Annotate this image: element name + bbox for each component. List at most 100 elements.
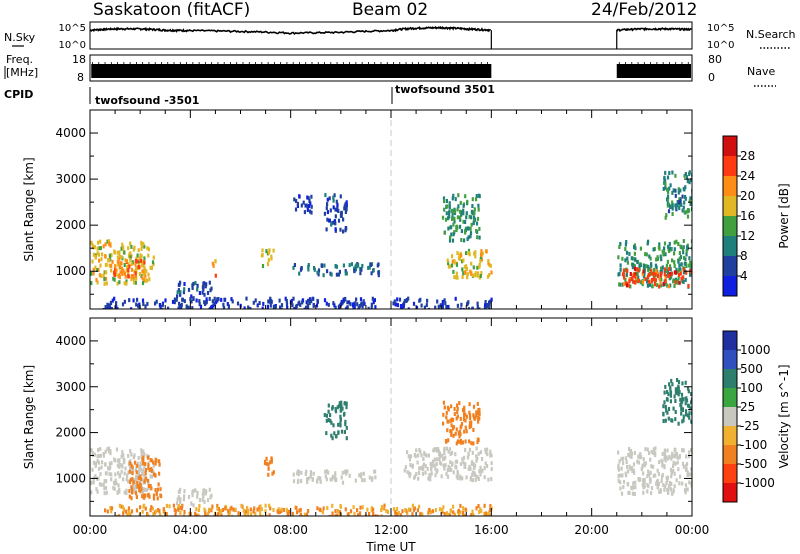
velocity-cell: [661, 472, 664, 477]
velocity-cell: [425, 453, 428, 458]
velocity-cell: [150, 458, 153, 463]
power-cell: [638, 278, 641, 283]
velocity-cell: [92, 460, 95, 465]
velocity-cell: [477, 504, 480, 508]
power-cell: [326, 217, 329, 222]
power-cell: [109, 243, 112, 248]
power-cell: [664, 178, 667, 183]
power-cell: [161, 307, 164, 309]
velocity-cell: [178, 489, 181, 494]
power-cell: [123, 250, 126, 255]
velocity-cell: [392, 507, 396, 512]
power-cell: [270, 254, 273, 259]
power-cell: [377, 270, 380, 275]
velocity-cell: [265, 456, 268, 461]
power-cell: [110, 263, 113, 268]
velocity-cell: [348, 473, 351, 478]
velocity-cell: [140, 448, 143, 453]
velocity-cell: [108, 466, 111, 471]
velocity-cell: [677, 467, 680, 472]
velocity-cell: [406, 470, 409, 475]
velocity-cell: [681, 461, 685, 466]
power-cell: [658, 276, 661, 281]
power-cell: [625, 283, 628, 288]
velocity-cell: [340, 475, 343, 480]
velocity-cell: [669, 399, 672, 404]
power-cell: [447, 216, 450, 221]
velocity-cell: [138, 476, 141, 481]
velocity-cell: [135, 495, 138, 500]
velocity-cell: [451, 450, 454, 455]
velocity-cell: [192, 503, 195, 508]
power-cell: [687, 283, 690, 288]
power-cell: [114, 250, 117, 255]
velocity-cell: [690, 400, 692, 405]
power-cell: [137, 303, 140, 308]
power-cell: [113, 271, 116, 276]
velocity-cell: [334, 514, 337, 516]
velocity-cell: [617, 450, 620, 455]
power-cell: [443, 199, 446, 204]
velocity-cell: [463, 464, 466, 469]
velocity-cell: [446, 468, 449, 473]
power-cbar-title: Power [dB]: [777, 183, 791, 248]
velocity-cell: [147, 463, 150, 468]
power-cell: [213, 296, 216, 301]
power-cell: [267, 250, 270, 255]
power-cell: [633, 274, 637, 279]
velocity-cell: [670, 482, 673, 486]
velocity-cell: [423, 452, 426, 457]
velocity-cell: [323, 413, 326, 417]
velocity-cell: [149, 474, 152, 479]
power-cell: [663, 180, 666, 185]
power-cell: [460, 253, 463, 258]
velocity-cell: [435, 462, 438, 466]
velocity-cell: [471, 509, 474, 514]
velocity-cell: [404, 508, 407, 512]
velocity-cell: [246, 506, 249, 510]
velocity-cell: [455, 427, 458, 432]
velocity-cell: [330, 433, 333, 438]
power-cell: [335, 199, 338, 204]
velocity-cell: [141, 457, 144, 462]
velocity-cell: [179, 510, 182, 515]
power-cell: [344, 210, 347, 214]
velocity-cell: [434, 508, 437, 513]
power-cell: [118, 264, 121, 268]
power-cell: [663, 272, 666, 277]
power-cell: [103, 277, 106, 282]
power-cell: [656, 283, 659, 288]
power-cell: [673, 240, 676, 245]
velocity-cell: [627, 491, 630, 495]
velocity-cell: [131, 490, 134, 495]
power-cell: [650, 262, 653, 267]
power-cell: [625, 272, 628, 277]
power-cell: [645, 264, 648, 269]
power-cell: [475, 197, 478, 202]
velocity-cell: [674, 417, 677, 422]
velocity-cell: [690, 467, 692, 472]
velocity-cell: [108, 449, 111, 454]
power-cell: [305, 203, 308, 208]
velocity-cell: [418, 504, 421, 509]
power-cell: [306, 303, 310, 308]
power-cell: [141, 263, 144, 268]
velocity-cell: [682, 418, 685, 423]
power-cell: [243, 306, 246, 309]
power-cell: [445, 204, 449, 209]
power-cell: [261, 264, 265, 268]
nsky-frame: [89, 21, 693, 50]
velocity-cell: [312, 471, 315, 476]
velocity-cell: [652, 447, 656, 452]
power-cell: [686, 246, 689, 251]
power-cell: [355, 297, 358, 302]
power-cell: [448, 205, 451, 209]
power-cell: [667, 247, 670, 252]
power-cell: [677, 275, 680, 280]
velocity-cell: [662, 404, 665, 409]
power-cell: [334, 214, 337, 219]
power-cell: [665, 213, 668, 218]
power-cbar-label: 16: [740, 209, 755, 223]
velocity-cell: [129, 449, 132, 454]
velocity-cell: [477, 419, 480, 424]
